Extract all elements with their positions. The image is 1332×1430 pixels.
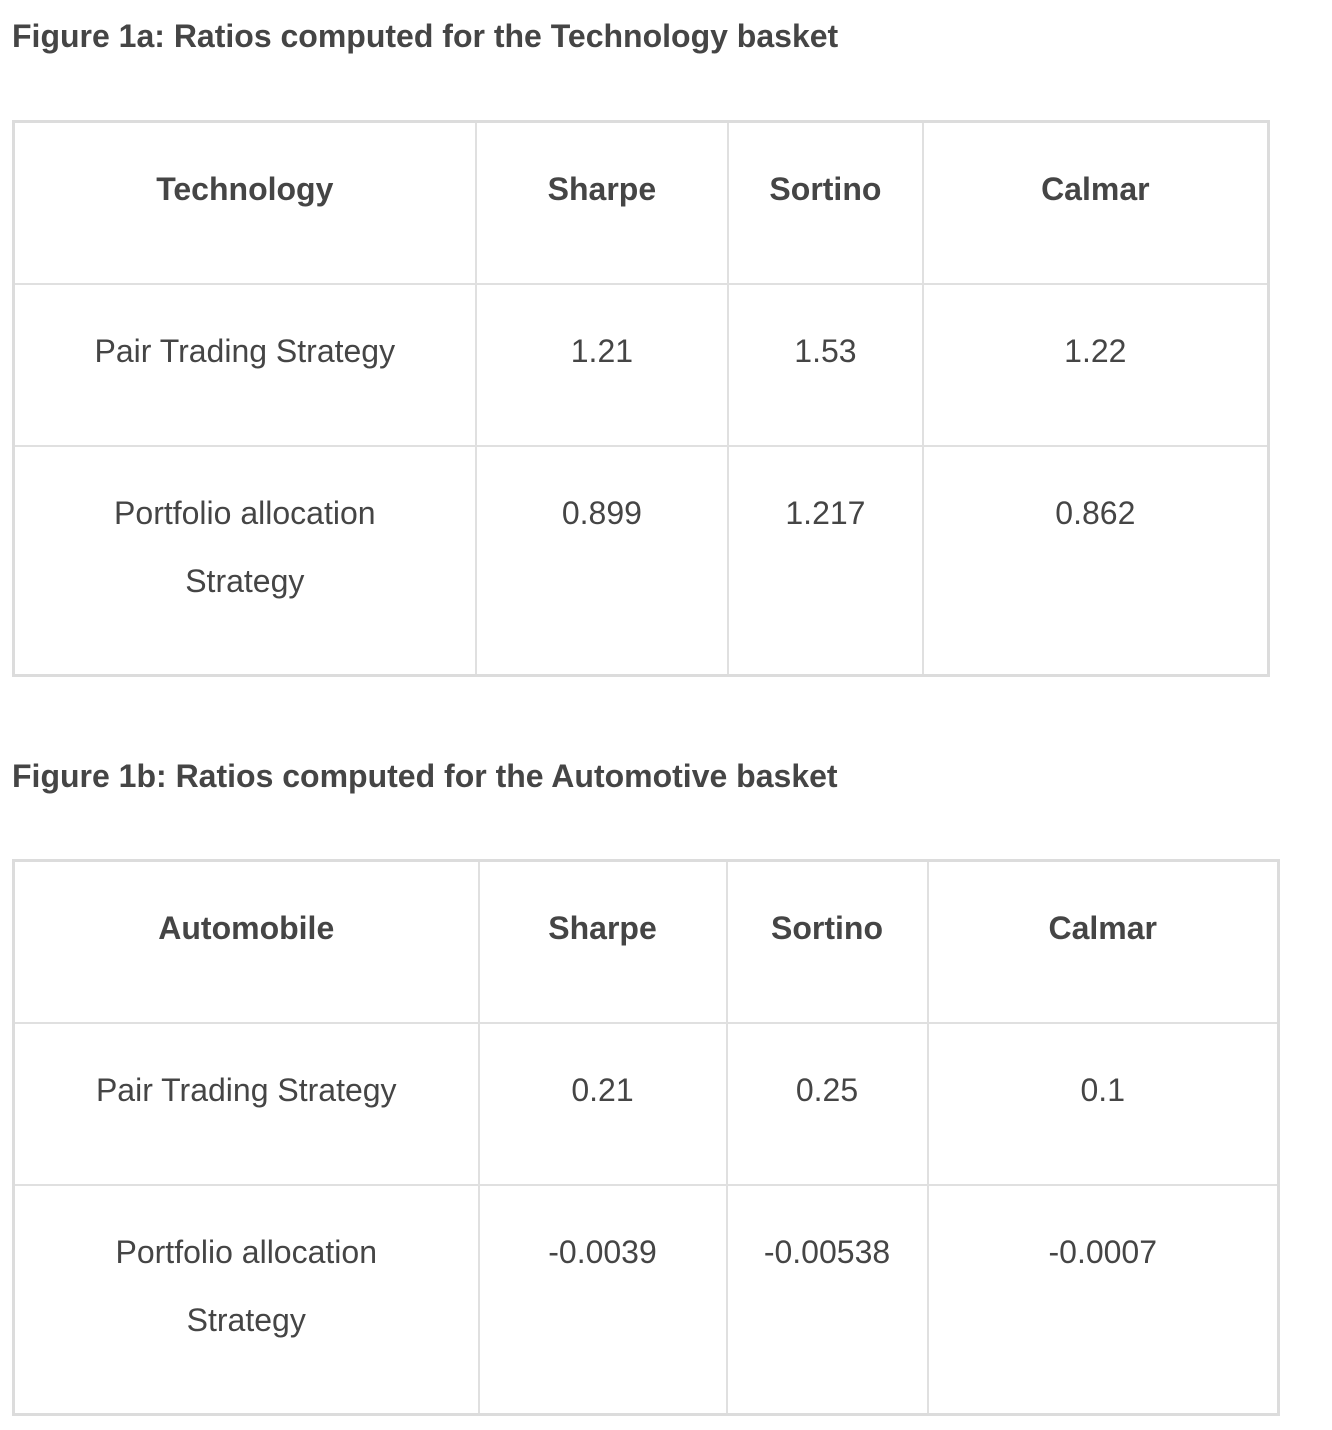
automotive-ratios-table: Automobile Sharpe Sortino Calmar Pair Tr… [12,859,1280,1416]
table-header-row: Automobile Sharpe Sortino Calmar [12,859,1280,1024]
sharpe-value-cell: 0.899 [474,444,730,677]
table-header-row: Technology Sharpe Sortino Calmar [12,120,1270,285]
calmar-value-cell: 0.862 [921,444,1270,677]
header-cell-basket: Automobile [12,859,480,1024]
header-cell-sortino: Sortino [725,859,929,1024]
sortino-value-cell: 0.25 [725,1021,929,1186]
table-row: Pair Trading Strategy 1.21 1.53 1.22 [12,282,1270,447]
table-row: Portfolio allocation Strategy -0.0039 -0… [12,1183,1280,1416]
sharpe-value-cell: 1.21 [474,282,730,447]
header-cell-calmar: Calmar [926,859,1280,1024]
header-cell-basket: Technology [12,120,477,285]
header-cell-calmar: Calmar [921,120,1270,285]
table-row: Pair Trading Strategy 0.21 0.25 0.1 [12,1021,1280,1186]
figure-1a-caption: Figure 1a: Ratios computed for the Techn… [12,18,839,54]
calmar-value-cell: -0.0007 [926,1183,1280,1416]
calmar-value-cell: 1.22 [921,282,1270,447]
sortino-value-cell: 1.53 [727,282,924,447]
technology-ratios-table: Technology Sharpe Sortino Calmar Pair Tr… [12,120,1270,677]
sharpe-value-cell: 0.21 [477,1021,728,1186]
figure-1b-caption: Figure 1b: Ratios computed for the Autom… [12,758,838,794]
strategy-name-cell: Pair Trading Strategy [12,1021,480,1186]
strategy-name-cell: Pair Trading Strategy [12,282,477,447]
header-cell-sortino: Sortino [727,120,924,285]
header-cell-sharpe: Sharpe [474,120,730,285]
strategy-name-cell: Portfolio allocation Strategy [12,444,477,677]
sortino-value-cell: -0.00538 [725,1183,929,1416]
header-cell-sharpe: Sharpe [477,859,728,1024]
table-row: Portfolio allocation Strategy 0.899 1.21… [12,444,1270,677]
sortino-value-cell: 1.217 [727,444,924,677]
sharpe-value-cell: -0.0039 [477,1183,728,1416]
calmar-value-cell: 0.1 [926,1021,1280,1186]
strategy-name-cell: Portfolio allocation Strategy [12,1183,480,1416]
